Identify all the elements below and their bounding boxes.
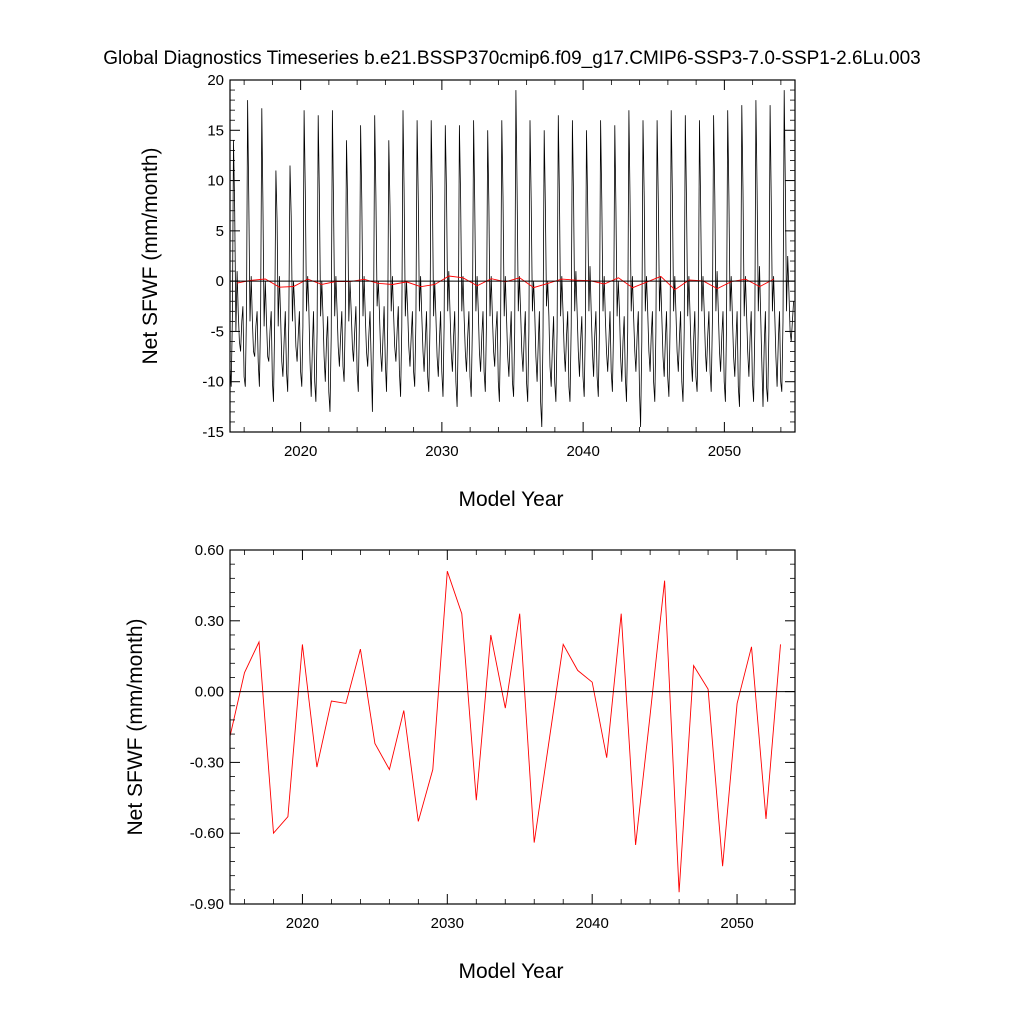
top-y-axis-title: Net SFWF (mm/month) bbox=[139, 147, 162, 364]
bottom-x-tick-label: 2020 bbox=[286, 915, 319, 932]
bottom-y-tick-label: -0.90 bbox=[190, 896, 224, 913]
figure-title: Global Diagnostics Timeseries b.e21.BSSP… bbox=[103, 48, 920, 69]
top-x-axis-title: Model Year bbox=[458, 488, 563, 511]
top-plot-frame bbox=[229, 79, 796, 433]
annual-mean-plot: Net SFWF (mm/month) Model Year 2020 2030 2… bbox=[124, 542, 796, 983]
top-y-tick-label: -15 bbox=[202, 424, 224, 441]
top-x-tick-label: 2040 bbox=[566, 443, 599, 460]
monthly-timeseries-plot: Net SFWF (mm/month) Model Year 2020 2030 2… bbox=[139, 72, 796, 511]
bottom-x-tick-label: 2050 bbox=[720, 915, 753, 932]
bottom-y-tick-label: 0.00 bbox=[195, 684, 224, 701]
top-y-tick-label: 5 bbox=[216, 223, 224, 240]
top-y-tick-label: 0 bbox=[216, 273, 224, 290]
top-x-tick-label: 2020 bbox=[284, 443, 317, 460]
top-series-line-0 bbox=[229, 90, 794, 428]
bottom-x-tick-label: 2040 bbox=[575, 915, 608, 932]
bottom-y-tick-label: -0.60 bbox=[190, 825, 224, 842]
top-x-tick-label: 2050 bbox=[708, 443, 741, 460]
bottom-y-tick-label: 0.30 bbox=[195, 613, 224, 630]
top-x-tick-label: 2030 bbox=[425, 443, 458, 460]
top-y-tick-label: 15 bbox=[207, 122, 224, 139]
bottom-x-tick-label: 2030 bbox=[431, 915, 464, 932]
bottom-series-line-0 bbox=[229, 571, 781, 893]
top-y-tick-label: 10 bbox=[207, 173, 224, 190]
bottom-y-axis-title: Net SFWF (mm/month) bbox=[124, 618, 147, 835]
top-y-tick-label: -5 bbox=[211, 323, 224, 340]
top-y-tick-label: -10 bbox=[202, 374, 224, 391]
bottom-plot-frame bbox=[229, 549, 796, 905]
top-y-tick-label: 20 bbox=[207, 72, 224, 89]
top-series-line-1 bbox=[237, 275, 775, 291]
bottom-x-axis-title: Model Year bbox=[458, 960, 563, 983]
bottom-y-tick-label: 0.60 bbox=[195, 542, 224, 559]
bottom-y-tick-label: -0.30 bbox=[190, 754, 224, 771]
